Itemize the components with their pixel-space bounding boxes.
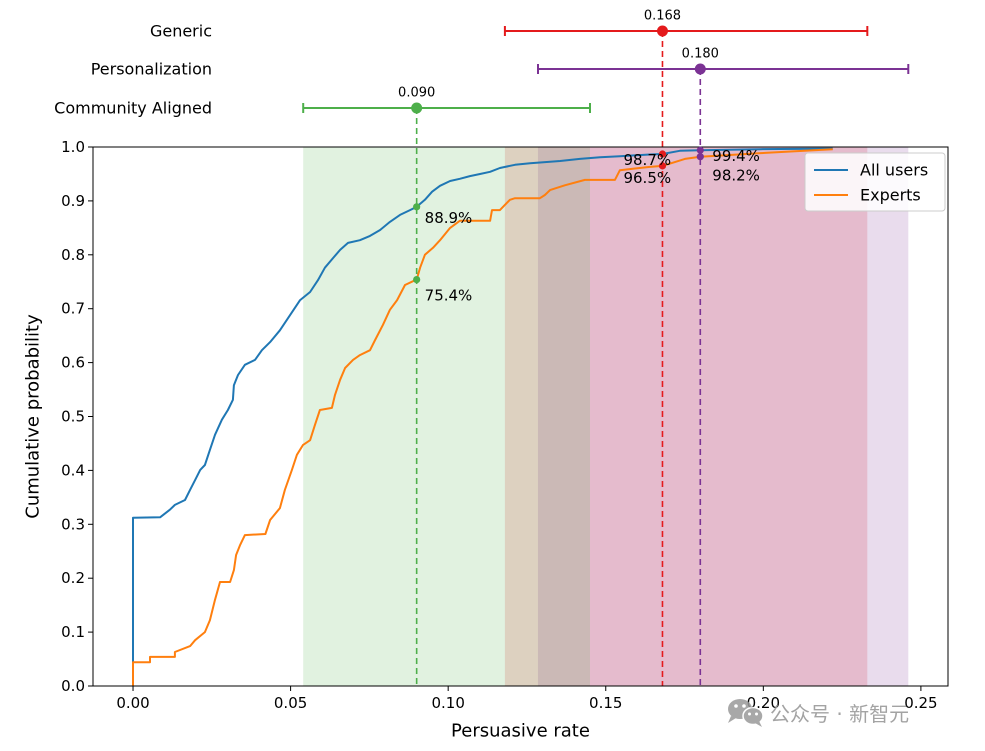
y-axis-label: Cumulative probability (23, 314, 44, 519)
category-label-0: Generic (150, 22, 212, 41)
cdf-axes: 0.00 0.05 0.10 0.15 0.20 0.250.00.10.20.30.40… (23, 138, 949, 742)
x-tick-label: 0.05 (274, 694, 307, 712)
annotation-label-1: 75.4% (425, 287, 473, 305)
annotation-point-0 (413, 203, 421, 211)
x-tick-label: 0.00 (116, 694, 149, 712)
annotation-point-1 (413, 275, 421, 284)
y-tick-label: 0.4 (61, 461, 85, 479)
errorbar-panel: Generic 0.168 Personalization 0.180 Communit… (54, 9, 910, 118)
wechat-icon (728, 699, 764, 727)
y-tick-label: 0.3 (61, 515, 85, 533)
annotation-label-5: 98.2% (712, 167, 760, 185)
x-axis-label: Persuasive rate (451, 721, 590, 742)
interval-span-2 (303, 147, 590, 686)
interval-span-1 (537, 147, 909, 686)
cdf-series (132, 147, 833, 686)
x-tick-label: 0.10 (431, 694, 464, 712)
estimate-value-label-2: 0.090 (398, 86, 435, 101)
shaded-intervals (303, 147, 909, 686)
annotation-label-4: 99.4% (712, 147, 760, 165)
y-tick-label: 0.8 (61, 246, 85, 264)
legend-label-0: All users (860, 161, 928, 180)
y-tick-label: 0.1 (61, 623, 85, 641)
watermark: 公众号 · 新智元 (728, 699, 909, 727)
x-tick-label: 0.25 (904, 694, 937, 712)
estimate-value-label-1: 0.180 (682, 47, 719, 62)
series-line-1 (132, 148, 833, 686)
y-tick-label: 0.7 (61, 300, 85, 318)
category-label-1: Personalization (91, 60, 212, 79)
category-label-2: Community Aligned (54, 99, 212, 118)
estimate-marker-0 (656, 25, 668, 37)
series-line-0 (132, 147, 833, 686)
y-tick-label: 0.5 (61, 408, 85, 426)
x-tick-label: 0.15 (589, 694, 622, 712)
annotation-labels: 88.9% 75.4% 98.7%96.5% 99.4% 98.2% (425, 147, 760, 304)
estimate-marker-2 (411, 102, 423, 114)
estimate-lines (415, 31, 702, 686)
y-tick-label: 0.6 (61, 354, 85, 372)
annotation-point-3 (658, 162, 667, 170)
watermark-text: 公众号 · 新智元 (770, 702, 909, 726)
y-tick-label: 0.2 (61, 569, 85, 587)
annotation-label-3: 96.5% (623, 169, 671, 187)
estimate-marker-1 (694, 63, 706, 75)
annotation-points (413, 146, 704, 284)
y-tick-label: 0.9 (61, 192, 85, 210)
annotation-point-5 (696, 153, 704, 161)
annotation-label-0: 88.9% (425, 209, 473, 227)
interval-span-0 (504, 147, 868, 686)
legend-box (804, 152, 946, 212)
y-tick-label: 1.0 (61, 138, 85, 156)
legend: All users Experts (804, 152, 946, 212)
annotation-point-4 (696, 146, 704, 154)
y-tick-label: 0.0 (61, 677, 85, 695)
annotation-point-2 (658, 150, 667, 158)
estimate-value-label-0: 0.168 (644, 9, 681, 24)
legend-label-1: Experts (860, 186, 921, 205)
annotation-label-2: 98.7% (623, 151, 671, 169)
